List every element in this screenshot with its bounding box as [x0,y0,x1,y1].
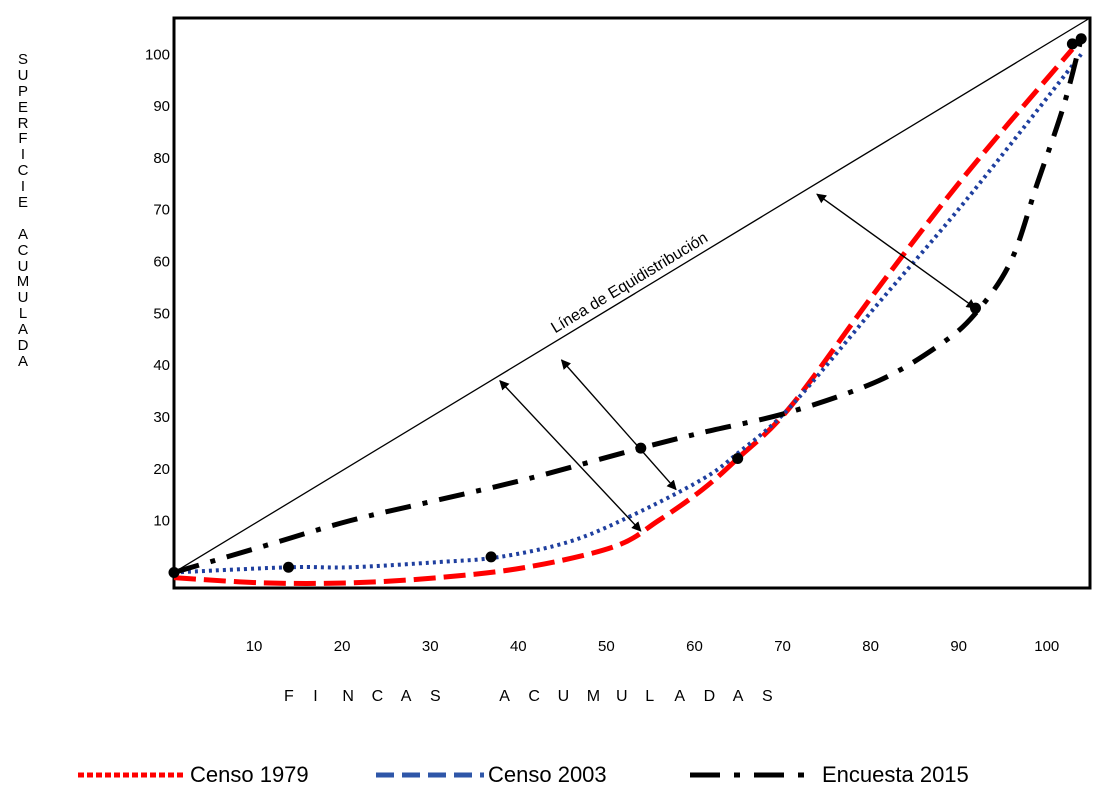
x-axis-title-letter: A [499,688,510,705]
x-tick-label: 10 [246,638,263,655]
y-axis-title-letter: U [17,289,29,307]
y-axis-title-letter: F [18,130,28,148]
x-axis-title-letter: I [313,688,318,705]
x-axis-title-letter [459,688,463,706]
y-axis-title-letter: U [17,66,29,84]
data-marker [485,551,497,563]
y-axis-title-letter: I [20,146,26,164]
x-axis-title-letter: S [762,688,773,705]
equidistribution-label: Línea de Equidistribución [548,229,711,337]
legend-item-censo-1979: Censo 1979 [78,762,309,788]
y-axis-title-letter: A [17,352,28,370]
data-marker [635,442,647,454]
y-axis-title-letter: E [17,98,28,116]
plot-frame [172,16,1092,590]
x-axis-title-letter: L [645,688,655,705]
y-axis-title-letter: P [17,82,28,100]
data-marker [732,452,744,464]
y-tick-label: 100 [145,46,170,63]
series-line-censo-1979 [173,47,1075,586]
y-tick-label: 80 [153,150,170,167]
y-axis-title-letter: A [17,321,28,339]
x-axis-title-letter: S [430,688,441,705]
legend-swatch-encuesta-2015 [690,772,818,778]
x-tick-label: 60 [686,638,703,655]
legend-label: Censo 2003 [488,762,607,787]
y-tick-label: 90 [153,98,170,115]
x-axis-title-letter: N [342,688,354,705]
gap-arrow [560,359,677,491]
y-tick-label: 40 [153,357,170,374]
y-axis-title-letter: L [18,305,28,323]
y-tick-label: 30 [153,409,170,426]
x-axis-title-letter: U [557,688,570,705]
y-axis-title-letter: A [17,225,28,243]
y-axis-title-letter: U [17,257,29,275]
y-tick-label: 70 [153,202,170,219]
x-axis-title-letter: A [732,688,744,705]
equidistribution-line [173,17,1091,574]
y-tick-label: 60 [153,254,170,271]
legend-swatch-censo-2003 [376,772,484,778]
legend-label: Encuesta 2015 [822,762,969,787]
y-axis-title-letter: C [17,241,29,259]
x-axis-title-letter: F [284,688,294,705]
x-axis-title-letter: U [616,688,628,705]
x-axis-title-letter: C [528,688,540,705]
x-tick-label: 50 [598,638,615,655]
x-axis-title-letter: D [703,688,716,705]
x-tick-label: 30 [422,638,439,655]
y-axis-title-letter: M [16,273,30,291]
y-tick-label: 10 [153,513,170,530]
legend-item-censo-2003: Censo 2003 [376,762,607,788]
x-tick-label: 20 [334,638,351,655]
x-tick-label: 80 [862,638,879,655]
y-tick-label: 50 [153,305,170,322]
data-marker [168,566,180,578]
y-axis-title-letter: S [17,51,28,68]
y-axis-title-letter: D [17,337,29,355]
series-line-encuesta-2015 [173,38,1084,575]
x-tick-label: 90 [950,638,967,655]
x-axis-title-letter: M [586,688,601,705]
x-tick-label: 70 [774,638,791,655]
legend: Censo 1979 Censo 2003 Encuesta 2015 [0,762,1093,788]
x-axis-title-letter: C [371,688,384,705]
legend-swatch-censo-1979 [78,772,186,778]
data-marker [283,561,294,573]
x-axis-title-letter: A [400,688,412,705]
series-line-censo-2003 [173,53,1083,575]
y-axis-title-letter: E [17,194,28,212]
legend-label: Censo 1979 [190,762,309,787]
y-tick-label: 20 [153,461,170,478]
legend-item-encuesta-2015: Encuesta 2015 [690,762,969,788]
data-marker [1066,38,1078,50]
y-axis-title-letter: I [20,178,26,196]
y-axis-title-letter [21,211,25,227]
x-axis-title-letter: A [674,688,686,705]
data-marker [1075,33,1087,45]
gap-arrow [816,193,977,309]
x-tick-label: 40 [510,638,527,655]
y-axis-title-letter: R [17,114,29,132]
x-tick-label: 100 [1034,638,1059,655]
y-axis-title-letter: C [17,162,29,180]
